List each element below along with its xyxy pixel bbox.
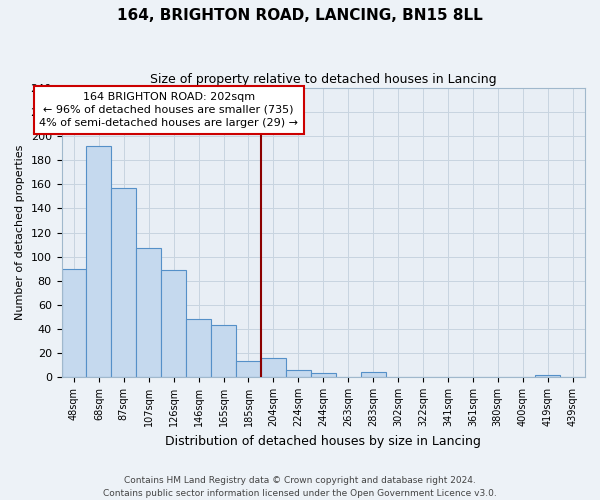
Bar [535,374,560,377]
Bar [86,146,112,377]
Bar [186,320,211,377]
Text: 164, BRIGHTON ROAD, LANCING, BN15 8LL: 164, BRIGHTON ROAD, LANCING, BN15 8LL [117,8,483,22]
Bar [112,188,136,377]
Bar [261,358,286,377]
X-axis label: Distribution of detached houses by size in Lancing: Distribution of detached houses by size … [166,434,481,448]
Title: Size of property relative to detached houses in Lancing: Size of property relative to detached ho… [150,72,497,86]
Y-axis label: Number of detached properties: Number of detached properties [15,145,25,320]
Bar [361,372,386,377]
Bar [136,248,161,377]
Text: 164 BRIGHTON ROAD: 202sqm
← 96% of detached houses are smaller (735)
4% of semi-: 164 BRIGHTON ROAD: 202sqm ← 96% of detac… [39,92,298,128]
Bar [211,326,236,377]
Bar [62,268,86,377]
Bar [161,270,186,377]
Bar [236,362,261,377]
Bar [311,374,336,377]
Text: Contains HM Land Registry data © Crown copyright and database right 2024.
Contai: Contains HM Land Registry data © Crown c… [103,476,497,498]
Bar [286,370,311,377]
